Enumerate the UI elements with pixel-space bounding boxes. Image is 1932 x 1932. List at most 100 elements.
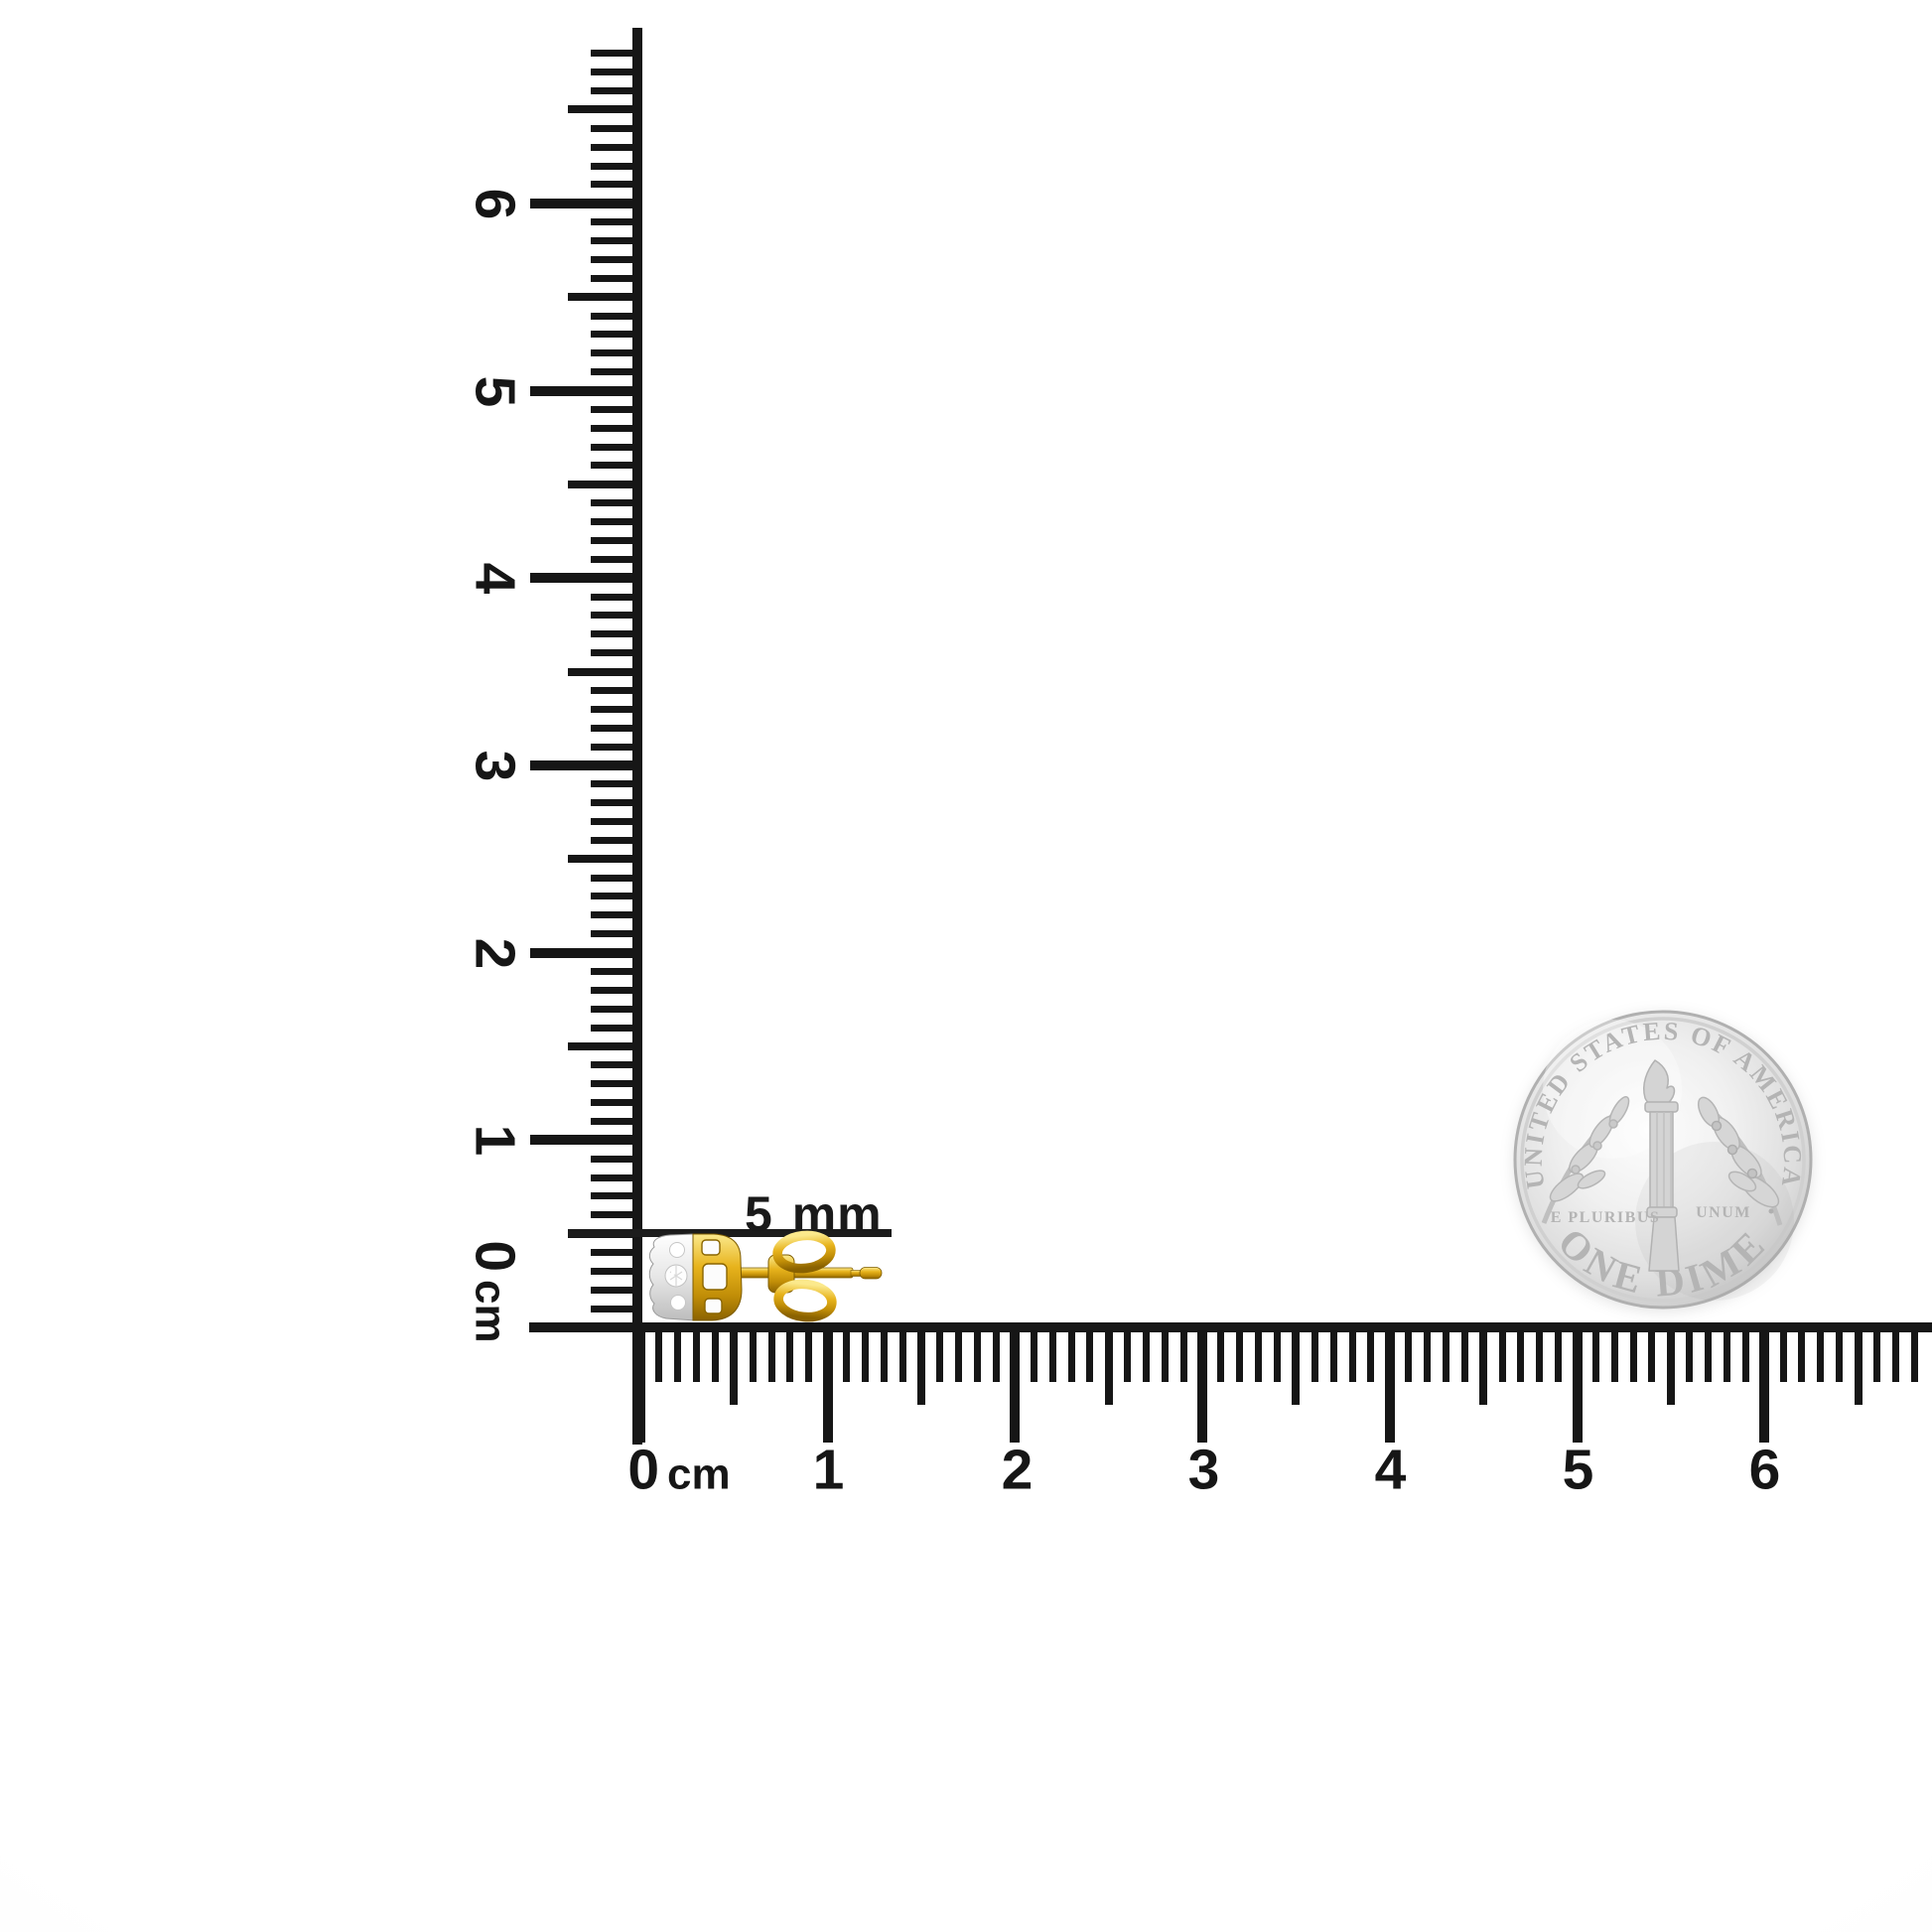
ruler-tick [530, 198, 642, 208]
ruler-tick [591, 930, 642, 938]
ruler-tick [591, 218, 642, 226]
ruler-label: 2 [464, 938, 527, 969]
ruler-tick [1836, 1330, 1844, 1382]
ruler-label-digit: 3 [1187, 1438, 1220, 1502]
ruler-tick [955, 1330, 963, 1382]
ruler-label: 1 [463, 1124, 527, 1156]
ruler-label: 2 [1001, 1438, 1034, 1502]
ruler-tick [1666, 1330, 1675, 1405]
ruler-tick [1329, 1330, 1337, 1382]
ruler-tick [591, 649, 642, 657]
ruler-tick [822, 1330, 833, 1443]
ruler-label-digit: 5 [463, 375, 527, 407]
ruler-tick [843, 1330, 851, 1382]
ruler-tick [1311, 1330, 1318, 1382]
ruler-label-digit: 1 [463, 1124, 527, 1156]
ruler-tick [568, 105, 642, 114]
oak-branch-icon [1697, 1096, 1783, 1226]
ruler-tick [1705, 1330, 1713, 1382]
ruler-tick [591, 780, 642, 788]
ruler-tick [936, 1330, 944, 1382]
ruler-tick [591, 331, 642, 339]
ruler-label: 5 [463, 375, 527, 407]
ruler-tick [591, 443, 642, 451]
ruler-tick [591, 836, 642, 844]
ruler-tick [591, 87, 642, 95]
ruler-tick [1104, 1330, 1113, 1405]
ruler-tick [1384, 1330, 1395, 1443]
ruler-tick [591, 462, 642, 470]
ruler-tick [591, 368, 642, 376]
ruler-label: 0 cm [627, 1438, 731, 1502]
ruler-label-digit: 4 [1374, 1438, 1407, 1502]
ruler-tick [1086, 1330, 1094, 1382]
ruler-tick [749, 1330, 757, 1382]
ruler-tick [568, 667, 642, 676]
ruler-tick [591, 1005, 642, 1013]
ruler-tick [1048, 1330, 1056, 1382]
ruler-tick [591, 1117, 642, 1125]
ruler-label: 4 [464, 563, 527, 594]
ruler-tick [1236, 1330, 1244, 1382]
ruler-tick [974, 1330, 982, 1382]
olive-branch-icon [1541, 1096, 1630, 1224]
ruler-tick [591, 1173, 642, 1181]
ruler-tick [530, 759, 642, 770]
ruler-tick [591, 799, 642, 807]
ruler-label-digit: 5 [1562, 1438, 1594, 1502]
ruler-tick [568, 293, 642, 302]
ruler-label: 5 [1562, 1438, 1594, 1502]
ruler-tick [591, 743, 642, 751]
ruler-tick [786, 1330, 794, 1382]
ruler-tick [1405, 1330, 1413, 1382]
ruler-label-digit: 0 [627, 1438, 659, 1502]
ruler-tick [1572, 1330, 1583, 1443]
ruler-label-digit: 6 [463, 188, 527, 219]
ruler-tick [591, 1155, 642, 1163]
ruler-tick [767, 1330, 775, 1382]
coin-mint-dot [1768, 1208, 1774, 1214]
ruler-tick [1197, 1330, 1208, 1443]
ruler-tick [591, 181, 642, 189]
ruler-tick [591, 893, 642, 900]
ruler-label-digit: 0 [463, 1240, 527, 1272]
ruler-tick [568, 855, 642, 864]
ruler-tick [591, 967, 642, 975]
ruler-tick [591, 555, 642, 563]
ruler-tick [1798, 1330, 1806, 1382]
ruler-label: 3 [1187, 1438, 1220, 1502]
ruler-tick [1142, 1330, 1150, 1382]
ruler-tick [1424, 1330, 1432, 1382]
ruler-tick [591, 1024, 642, 1032]
ruler-label: 1 [812, 1438, 845, 1502]
ruler-tick [1179, 1330, 1187, 1382]
ruler-tick [1854, 1330, 1863, 1405]
ruler-tick [591, 1192, 642, 1200]
ruler-label-digit: 6 [1748, 1438, 1781, 1502]
ruler-label: 6 [1748, 1438, 1781, 1502]
ruler-tick [591, 274, 642, 282]
ruler-tick [1517, 1330, 1525, 1382]
ruler-tick [1555, 1330, 1563, 1382]
ruler-tick [1124, 1330, 1132, 1382]
ruler-tick [591, 312, 642, 320]
ruler-tick [917, 1330, 926, 1405]
ruler-unit-label: cm [667, 1449, 731, 1499]
ruler-tick [655, 1330, 663, 1382]
ruler-tick [1498, 1330, 1506, 1382]
ruler-tick [591, 724, 642, 732]
ruler-tick [730, 1330, 739, 1405]
coin-motto-left: E PLURIBUS [1551, 1209, 1661, 1226]
butterfly-back [767, 1230, 837, 1322]
ruler-label: 6 [463, 188, 527, 219]
ruler-label-digit: 1 [812, 1438, 845, 1502]
ruler-tick [568, 1041, 642, 1050]
ruler-tick [880, 1330, 888, 1382]
ruler-tick [1348, 1330, 1356, 1382]
ruler-tick [591, 499, 642, 507]
ruler-tick [1779, 1330, 1787, 1382]
ruler-edge [632, 28, 642, 1445]
ruler-label-digit: 2 [1001, 1438, 1034, 1502]
ruler-tick [1872, 1330, 1880, 1382]
